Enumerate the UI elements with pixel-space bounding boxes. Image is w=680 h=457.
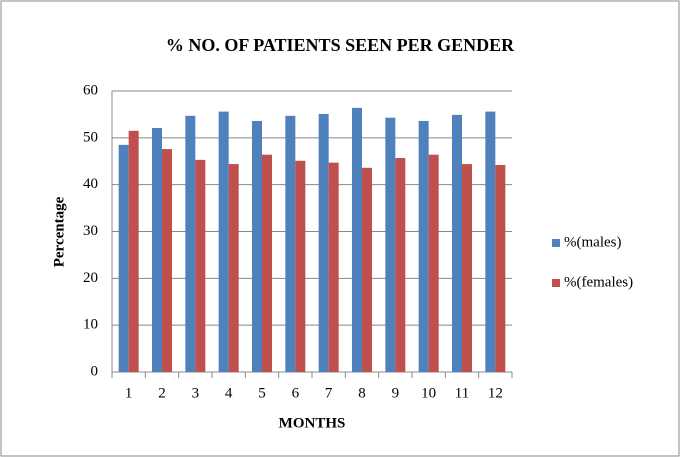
- bar: [152, 127, 162, 372]
- x-tick-label: 6: [292, 385, 300, 401]
- x-tick-label: 3: [192, 385, 200, 401]
- bar: [428, 154, 439, 372]
- x-axis-title: MONTHS: [279, 415, 346, 431]
- y-tick-label: 0: [91, 363, 99, 379]
- bar: [495, 164, 506, 372]
- x-tick-label: 4: [225, 385, 233, 401]
- x-tick-label: 9: [392, 385, 400, 401]
- x-tick-label: 7: [325, 385, 333, 401]
- x-tick-label: 5: [258, 385, 266, 401]
- bar: [228, 164, 239, 372]
- bar: [262, 154, 272, 372]
- x-tick-label: 12: [488, 385, 503, 401]
- bar: [385, 117, 396, 372]
- y-axis-title: Percentage: [51, 196, 67, 267]
- x-tick-label: 2: [158, 385, 166, 401]
- bar: [485, 111, 496, 373]
- x-tick-label: 10: [421, 385, 436, 401]
- bar: [318, 113, 329, 372]
- legend-swatch: [552, 279, 560, 287]
- bar: [252, 120, 262, 373]
- bar: [295, 160, 306, 372]
- chart-title: % NO. OF PATIENTS SEEN PER GENDER: [166, 35, 515, 55]
- bar: [352, 107, 362, 373]
- legend-swatch: [552, 239, 560, 247]
- legend-label: %(females): [564, 274, 633, 290]
- x-tick-label: 11: [455, 385, 469, 401]
- bar: [118, 144, 129, 372]
- bar: [362, 167, 372, 372]
- y-tick-label: 50: [83, 129, 98, 145]
- bar: [162, 149, 172, 372]
- bar: [218, 111, 229, 373]
- x-tick-label: 8: [358, 385, 366, 401]
- bar: [418, 120, 429, 373]
- bar: [195, 159, 206, 372]
- x-tick-label: 1: [125, 385, 133, 401]
- y-tick-label: 60: [83, 82, 98, 98]
- bar: [328, 162, 339, 372]
- y-tick-label: 30: [83, 223, 98, 239]
- bar: [462, 164, 472, 372]
- bar: [395, 157, 406, 372]
- bar: [185, 115, 196, 373]
- legend-label: %(males): [564, 234, 621, 250]
- bar: [285, 115, 296, 373]
- bar: [128, 130, 139, 372]
- y-tick-label: 40: [83, 176, 98, 192]
- bar: [452, 114, 462, 372]
- y-tick-label: 20: [83, 270, 98, 286]
- y-tick-label: 10: [83, 317, 98, 333]
